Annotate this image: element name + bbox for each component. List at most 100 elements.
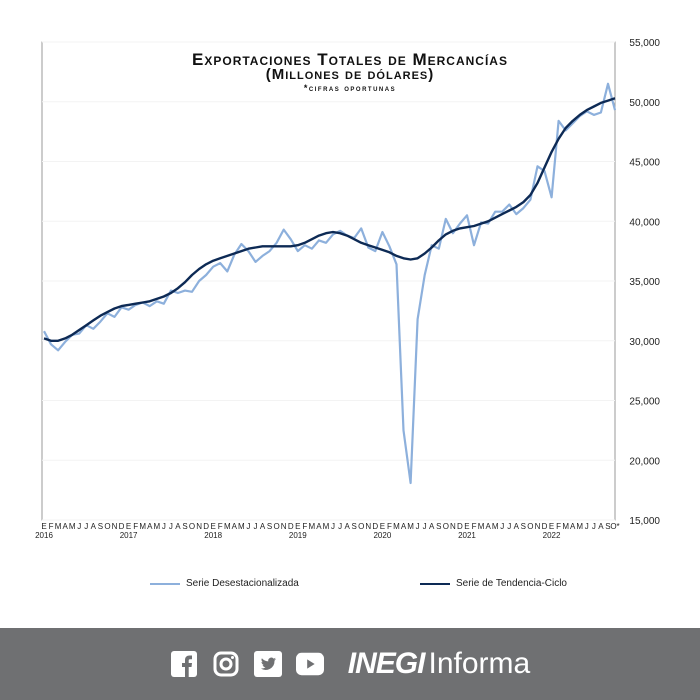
y-tick-label: 20,000 bbox=[629, 456, 660, 467]
x-tick-label: S bbox=[352, 522, 357, 531]
legend-item-tendencia: Serie de Tendencia-Ciclo bbox=[420, 578, 567, 589]
x-tick-label: F bbox=[387, 522, 392, 531]
x-tick-label: J bbox=[416, 522, 420, 531]
x-tick-label: J bbox=[77, 522, 81, 531]
legend-item-desestacionalizada: Serie Desestacionalizada bbox=[150, 578, 299, 589]
x-tick-label: O bbox=[189, 522, 195, 531]
x-tick-label: M bbox=[407, 522, 414, 531]
x-tick-label: A bbox=[401, 522, 407, 531]
series-line-tendencia-ciclo bbox=[43, 97, 616, 342]
x-tick-label: A bbox=[429, 522, 435, 531]
x-tick-label: M bbox=[576, 522, 583, 531]
x-tick-label: N bbox=[365, 522, 371, 531]
x-tick-label: O bbox=[527, 522, 533, 531]
x-tick-label: M bbox=[492, 522, 499, 531]
facebook-icon[interactable] bbox=[170, 650, 198, 678]
x-tick-label: J bbox=[500, 522, 504, 531]
legend-label: Serie Desestacionalizada bbox=[186, 578, 299, 589]
x-tick-label: S bbox=[605, 522, 610, 531]
x-tick-label: J bbox=[162, 522, 166, 531]
x-tick-label: S bbox=[98, 522, 103, 531]
y-tick-label: 35,000 bbox=[629, 277, 660, 288]
x-tick-label: S bbox=[182, 522, 187, 531]
x-tick-label: A bbox=[62, 522, 68, 531]
x-tick-label: M bbox=[323, 522, 330, 531]
x-tick-label: J bbox=[246, 522, 250, 531]
x-tick-label: A bbox=[598, 522, 604, 531]
x-tick-label: E bbox=[211, 522, 216, 531]
legend-swatch bbox=[150, 582, 180, 585]
x-tick-label: J bbox=[253, 522, 257, 531]
x-tick-label: M bbox=[55, 522, 62, 531]
x-tick-label: J bbox=[338, 522, 342, 531]
y-tick-label: 40,000 bbox=[629, 217, 660, 228]
x-tick-label: F bbox=[302, 522, 307, 531]
chart-subtitle: (Millones de dólares) bbox=[265, 66, 435, 83]
x-tick-label: A bbox=[260, 522, 266, 531]
y-tick-label: 50,000 bbox=[629, 98, 660, 109]
x-tick-label: S bbox=[267, 522, 272, 531]
x-tick-label: E bbox=[126, 522, 131, 531]
x-tick-label: O bbox=[274, 522, 280, 531]
x-tick-label: O bbox=[104, 522, 110, 531]
x-tick-label: A bbox=[175, 522, 181, 531]
x-tick-label: F bbox=[556, 522, 561, 531]
x-tick-label: E bbox=[295, 522, 300, 531]
x-tick-label: D bbox=[288, 522, 294, 531]
x-tick-label: M bbox=[238, 522, 245, 531]
footer-bar: INEGI Informa bbox=[0, 628, 700, 700]
brand-bold: INEGI bbox=[347, 647, 426, 680]
x-tick-label: E bbox=[41, 522, 46, 531]
x-tick-label: E bbox=[549, 522, 554, 531]
year-label: 2018 bbox=[204, 531, 222, 540]
x-tick-label: A bbox=[91, 522, 97, 531]
year-label: 2016 bbox=[35, 531, 53, 540]
x-tick-label: D bbox=[119, 522, 125, 531]
x-tick-label: N bbox=[281, 522, 287, 531]
year-label: 2019 bbox=[289, 531, 307, 540]
x-tick-label: A bbox=[570, 522, 576, 531]
x-tick-label: D bbox=[372, 522, 378, 531]
y-tick-label: 30,000 bbox=[629, 337, 660, 348]
year-label: 2017 bbox=[120, 531, 138, 540]
x-tick-label: D bbox=[542, 522, 548, 531]
x-tick-label: J bbox=[585, 522, 589, 531]
x-tick-label: J bbox=[331, 522, 335, 531]
legend-label: Serie de Tendencia-Ciclo bbox=[456, 578, 567, 589]
x-tick-label: M bbox=[309, 522, 316, 531]
x-tick-label: M bbox=[393, 522, 400, 531]
y-tick-label: 25,000 bbox=[629, 397, 660, 408]
inegi-informa-logo: INEGI Informa bbox=[348, 647, 530, 681]
x-tick-label: A bbox=[147, 522, 153, 531]
year-label: 2020 bbox=[373, 531, 391, 540]
twitter-icon[interactable] bbox=[253, 650, 282, 678]
chart-title: Exportaciones Totales de Mercancías bbox=[192, 50, 508, 69]
x-tick-label: M bbox=[153, 522, 160, 531]
x-tick-label: A bbox=[344, 522, 350, 531]
x-tick-label: M bbox=[562, 522, 569, 531]
x-tick-label: F bbox=[133, 522, 138, 531]
x-tick-label: M bbox=[69, 522, 76, 531]
x-tick-label: O bbox=[443, 522, 449, 531]
x-tick-label: F bbox=[218, 522, 223, 531]
y-tick-label: 45,000 bbox=[629, 158, 660, 169]
year-label: 2022 bbox=[543, 531, 561, 540]
x-tick-label: M bbox=[139, 522, 146, 531]
x-tick-label: O bbox=[358, 522, 364, 531]
x-tick-label: A bbox=[316, 522, 322, 531]
instagram-icon[interactable] bbox=[212, 650, 240, 678]
x-tick-label: J bbox=[84, 522, 88, 531]
x-tick-label: S bbox=[521, 522, 526, 531]
x-tick-label: J bbox=[592, 522, 596, 531]
x-tick-label: N bbox=[450, 522, 456, 531]
x-tick-label: J bbox=[507, 522, 511, 531]
youtube-icon[interactable] bbox=[295, 650, 324, 678]
x-tick-label: N bbox=[196, 522, 202, 531]
x-tick-label: N bbox=[535, 522, 541, 531]
x-tick-label: N bbox=[112, 522, 118, 531]
y-tick-label: 55,000 bbox=[629, 38, 660, 49]
x-tick-label: S bbox=[436, 522, 441, 531]
x-tick-label: F bbox=[472, 522, 477, 531]
x-tick-label: A bbox=[232, 522, 238, 531]
x-tick-label: M bbox=[224, 522, 231, 531]
